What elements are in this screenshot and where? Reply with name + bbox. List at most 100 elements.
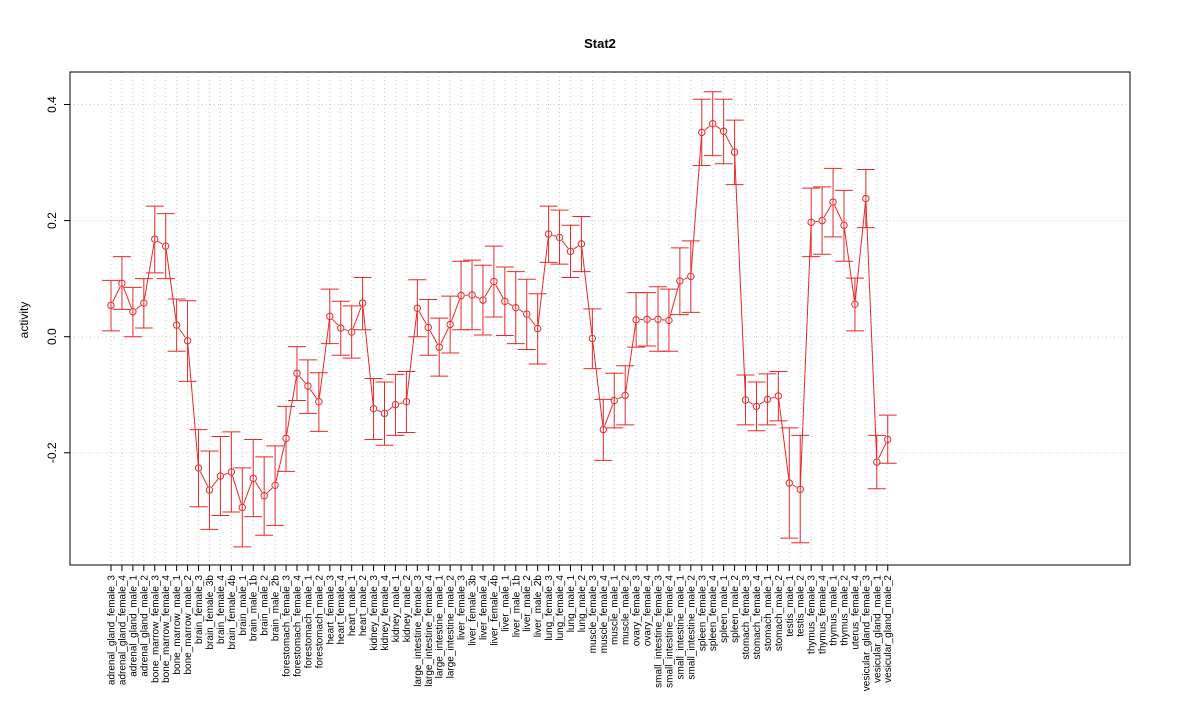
x-tick-label: heart_female_4: [336, 575, 347, 645]
y-axis-label: activity: [17, 302, 31, 339]
series-segment: [287, 377, 297, 434]
x-tick-label: brain_male_2b: [271, 575, 282, 642]
x-tick-label: large_intestine_female_4: [424, 575, 435, 687]
series-segment: [276, 442, 285, 481]
x-tick-label: spleen_male_1: [719, 575, 730, 643]
x-tick-label: brain_female_4b: [227, 575, 238, 650]
y-tick-label: 0.0: [45, 328, 59, 345]
series-segment: [407, 312, 417, 398]
x-tick-label: forestomach_male_2: [314, 575, 325, 669]
x-tick-label: brain_male_2: [260, 575, 271, 636]
series-segment: [855, 203, 865, 301]
series-segment: [136, 306, 141, 310]
x-tick-label: bone_marrow_male_2: [183, 575, 194, 675]
x-tick-label: heart_male_1: [347, 575, 358, 637]
x-tick-label: lung_male_2: [577, 575, 588, 633]
x-tick-label: brain_female_3b: [205, 575, 216, 650]
series-segment: [344, 329, 347, 330]
x-tick-label: vesicular_gland_female_3: [861, 575, 872, 692]
x-tick-label: uterus_female_4: [850, 575, 861, 650]
x-tick-label: heart_male_2: [358, 575, 369, 637]
series-segment: [716, 126, 720, 129]
series-segment: [158, 241, 162, 244]
series-segment: [188, 345, 198, 464]
x-tick-label: adrenal_gland_female_4: [117, 575, 128, 686]
series-segment: [255, 482, 262, 493]
x-tick-label: small_intestine_male_2: [686, 575, 697, 680]
x-tick-label: muscle_female_4: [599, 575, 610, 654]
x-tick-label: spleen_female_4: [708, 575, 719, 652]
series-segment: [626, 324, 636, 392]
x-tick-label: muscle_male_1: [610, 575, 621, 645]
x-tick-label: adrenal_gland_male_2: [139, 575, 150, 677]
series-segment: [793, 485, 797, 487]
x-tick-label: brain_male_1b: [249, 575, 260, 642]
x-tick-label: brain_female_3: [194, 575, 205, 644]
series-segment: [144, 243, 154, 299]
x-tick-label: vesicular_gland_male_2: [883, 575, 894, 683]
x-tick-label: small_intestine_female_4: [664, 575, 675, 688]
series-segment: [300, 376, 306, 383]
x-tick-label: kidney_female_3: [369, 575, 380, 651]
x-tick-label: spleen_female_3: [697, 575, 708, 652]
series-segment: [835, 206, 843, 222]
series-segment: [684, 278, 688, 280]
y-axis: -0.20.00.20.4: [45, 96, 70, 463]
series-segment: [582, 248, 592, 335]
series-segment: [166, 250, 176, 321]
y-tick-label: 0.4: [45, 96, 59, 113]
x-tick-label: stomach_male_2: [774, 575, 785, 652]
x-tick-label: stomach_female_4: [752, 575, 763, 660]
series-segment: [749, 402, 753, 404]
x-tick-label: kidney_male_2: [402, 575, 413, 643]
series-segment: [866, 203, 877, 459]
x-tick-label: stomach_female_3: [741, 575, 752, 660]
series-segment: [399, 403, 402, 404]
series-segment: [529, 317, 535, 325]
x-tick-label: brain_male_1: [238, 575, 249, 636]
series-segment: [233, 476, 242, 504]
grid: [111, 72, 888, 565]
x-tick-label: liver_male_1: [500, 575, 511, 632]
x-tick-label: liver_female_4: [478, 575, 489, 640]
series-segment: [508, 303, 512, 305]
series-segment: [224, 473, 227, 474]
x-tick-label: testis_male_1: [785, 575, 796, 637]
x-tick-label: lung_female_3: [544, 575, 555, 641]
x-tick-label: thymus_male_2: [839, 575, 850, 646]
series-segment: [319, 320, 329, 397]
x-tick-label: large_intestine_female_3: [413, 575, 424, 687]
series-segment: [123, 287, 131, 308]
series-segment: [388, 407, 393, 411]
series-segment: [476, 297, 480, 299]
series-segment: [363, 307, 373, 405]
series-segment: [879, 443, 886, 458]
series-segment: [353, 307, 361, 329]
chart-title: Stat2: [584, 36, 616, 51]
x-tick-label: large_intestine_male_2: [446, 575, 457, 679]
series-segment: [735, 156, 746, 396]
series-segment: [377, 410, 381, 412]
x-tick-label: brain_female_4: [216, 575, 227, 644]
series-segment: [244, 482, 252, 504]
series-segment: [593, 342, 603, 425]
series-segment: [538, 238, 548, 325]
error-bars: [102, 92, 897, 547]
x-tick-label: thymus_female_3: [807, 575, 818, 654]
x-tick-label: large_intestine_male_1: [435, 575, 446, 679]
series-segment: [179, 328, 185, 337]
x-tick-label: bone_marrow_female_3: [150, 575, 161, 683]
plot-area: [70, 72, 1130, 565]
x-tick-label: liver_male_1b: [511, 575, 522, 638]
series-segment: [824, 205, 831, 217]
x-tick-label: liver_female_4b: [489, 575, 500, 646]
x-tick-label: liver_female_3: [457, 575, 468, 640]
series-segment: [800, 226, 811, 485]
series-segment: [845, 229, 855, 300]
series-segment: [618, 397, 622, 399]
series-segment: [267, 488, 272, 493]
x-tick-label: bone_marrow_male_1: [172, 575, 183, 675]
series-segment: [212, 479, 218, 487]
